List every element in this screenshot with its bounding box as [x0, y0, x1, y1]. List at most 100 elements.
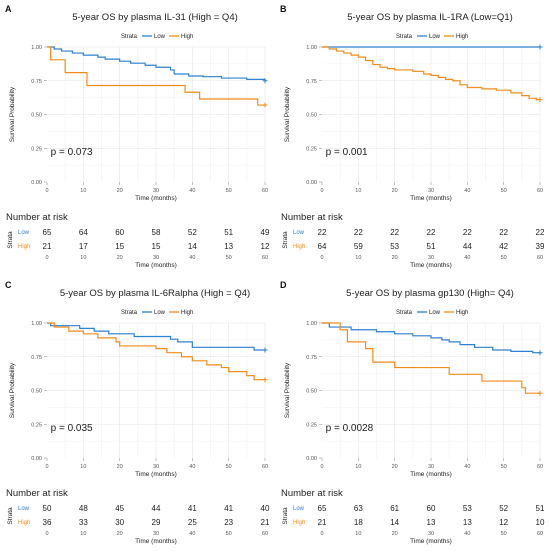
legend-title: Strata — [121, 310, 138, 316]
x-tick-label: 10 — [80, 464, 86, 470]
risk-count-low: 49 — [261, 228, 270, 237]
risk-count-low: 53 — [463, 504, 472, 513]
risk-count-high: 13 — [427, 518, 436, 527]
risk-x-tick-label: 30 — [153, 531, 159, 537]
risk-count-high: 44 — [463, 242, 472, 251]
censor-mark-low — [537, 44, 543, 50]
x-tick-label: 60 — [537, 464, 543, 470]
x-tick-label: 0 — [320, 188, 323, 194]
risk-count-low: 65 — [318, 504, 327, 513]
y-tick-label: 0.00 — [31, 456, 42, 462]
x-axis-label: Time (months) — [410, 471, 452, 478]
risk-x-tick-label: 40 — [464, 255, 470, 261]
censor-mark-high — [537, 390, 543, 396]
risk-count-high: 23 — [224, 518, 233, 527]
panel-label: B — [280, 4, 287, 14]
y-tick-label: 0.50 — [306, 113, 317, 119]
risk-count-low: 51 — [224, 228, 233, 237]
legend: Strata Low High — [121, 310, 193, 316]
y-axis-label: Survival Probability — [9, 362, 16, 418]
risk-count-high: 59 — [354, 242, 363, 251]
risk-x-axis-label: Time (months) — [410, 262, 452, 269]
y-tick-label: 0.50 — [31, 389, 42, 395]
risk-x-tick-label: 50 — [501, 531, 507, 537]
risk-count-low: 22 — [499, 228, 508, 237]
risk-strata-label: Strata — [7, 231, 14, 249]
y-tick-label: 0.25 — [306, 146, 317, 152]
x-tick-label: 0 — [45, 464, 48, 470]
legend: Strata Low High — [396, 34, 468, 40]
risk-count-low: 65 — [43, 228, 52, 237]
risk-x-tick-label: 60 — [537, 255, 543, 261]
risk-count-high: 53 — [390, 242, 399, 251]
risk-count-high: 21 — [43, 242, 52, 251]
x-tick-label: 20 — [392, 188, 398, 194]
censor-mark-low — [262, 347, 268, 353]
km-curve-high — [322, 46, 540, 101]
x-tick-label: 40 — [464, 188, 470, 194]
panel-d: D 5-year OS by plasma gp130 (High= Q4) Str… — [280, 280, 545, 545]
panel-label: D — [280, 280, 287, 290]
y-tick-label: 0.25 — [31, 146, 42, 152]
risk-count-low: 60 — [115, 228, 124, 237]
x-tick-label: 30 — [153, 464, 159, 470]
panel-title: 5-year OS by plasma IL-31 (High = Q4) — [72, 12, 238, 23]
risk-count-low: 22 — [536, 228, 545, 237]
risk-group-low: Low — [18, 506, 30, 512]
risk-count-low: 44 — [152, 504, 161, 513]
risk-x-tick-label: 20 — [117, 255, 123, 261]
risk-x-axis-label: Time (months) — [410, 538, 452, 545]
risk-x-axis-label: Time (months) — [135, 538, 177, 545]
panel-label: A — [5, 4, 12, 14]
x-tick-label: 10 — [80, 188, 86, 194]
y-tick-label: 1.00 — [306, 45, 317, 51]
y-axis-label: Survival Probability — [9, 86, 16, 142]
risk-count-high: 12 — [499, 518, 508, 527]
panel-title: 5-year OS by plasma gp130 (High= Q4) — [346, 288, 514, 299]
x-tick-label: 50 — [226, 464, 232, 470]
gridlines — [322, 46, 541, 182]
y-tick-label: 0.75 — [31, 79, 42, 85]
x-tick-label: 0 — [320, 464, 323, 470]
risk-x-tick-label: 40 — [464, 531, 470, 537]
risk-count-low: 22 — [354, 228, 363, 237]
risk-count-high: 15 — [152, 242, 161, 251]
risk-count-low: 63 — [354, 504, 363, 513]
p-value: p = 0.001 — [326, 147, 368, 158]
censor-mark-high — [262, 377, 268, 383]
risk-x-tick-label: 10 — [80, 255, 86, 261]
risk-group-high: High — [293, 244, 305, 250]
y-tick-label: 1.00 — [31, 321, 42, 327]
risk-count-high: 17 — [79, 242, 88, 251]
risk-count-low: 64 — [79, 228, 88, 237]
x-tick-label: 60 — [537, 188, 543, 194]
risk-count-low: 48 — [79, 504, 88, 513]
risk-count-high: 13 — [224, 242, 233, 251]
legend-label-low: Low — [154, 310, 166, 316]
x-tick-label: 10 — [355, 464, 361, 470]
x-axis-label: Time (months) — [135, 471, 177, 478]
legend-label-low: Low — [429, 310, 441, 316]
km-curve-low — [47, 322, 265, 351]
risk-count-low: 22 — [390, 228, 399, 237]
risk-count-low: 52 — [499, 504, 508, 513]
y-tick-label: 0.00 — [31, 180, 42, 186]
legend-title: Strata — [396, 310, 413, 316]
km-curve-high — [322, 322, 540, 394]
legend-label-high: High — [181, 310, 193, 316]
legend: Strata Low High — [121, 34, 193, 40]
risk-count-high: 64 — [318, 242, 327, 251]
risk-count-high: 30 — [115, 518, 124, 527]
risk-x-tick-label: 30 — [428, 255, 434, 261]
risk-x-axis-label: Time (months) — [135, 262, 177, 269]
risk-strata-label: Strata — [282, 507, 289, 525]
censor-mark-low — [262, 78, 268, 84]
risk-x-tick-label: 20 — [392, 255, 398, 261]
censor-mark-low — [537, 350, 543, 356]
p-value: p = 0.035 — [51, 423, 93, 434]
risk-table-title: Number at risk — [281, 488, 343, 499]
x-tick-label: 0 — [45, 188, 48, 194]
risk-x-tick-label: 50 — [226, 531, 232, 537]
risk-count-high: 13 — [463, 518, 472, 527]
y-tick-label: 0.75 — [31, 355, 42, 361]
